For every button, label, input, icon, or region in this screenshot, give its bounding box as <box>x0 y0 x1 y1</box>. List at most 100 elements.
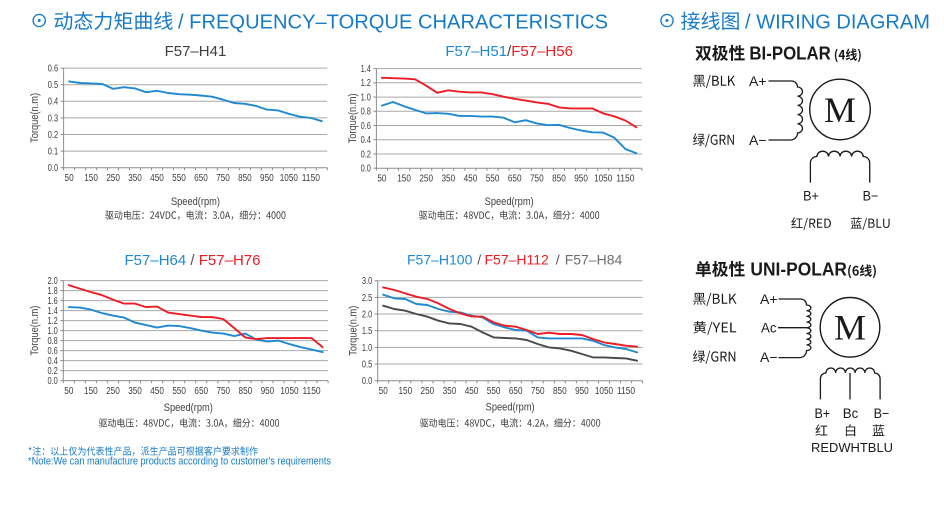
svg-text:850: 850 <box>553 386 567 397</box>
svg-text:450: 450 <box>150 173 164 184</box>
svg-text:650: 650 <box>194 386 208 397</box>
svg-text:M: M <box>824 90 856 130</box>
svg-text:650: 650 <box>509 386 523 397</box>
svg-text:950: 950 <box>261 386 275 397</box>
svg-text:B−: B− <box>863 189 879 204</box>
svg-text:150: 150 <box>397 174 411 185</box>
svg-text:850: 850 <box>239 386 253 397</box>
svg-text:0.3: 0.3 <box>48 113 59 124</box>
svg-text:Speed(rpm): Speed(rpm) <box>485 196 534 208</box>
svg-text:/: / <box>556 252 560 268</box>
svg-text:0.4: 0.4 <box>361 135 372 146</box>
svg-text:F57–H51/F57–H56: F57–H51/F57–H56 <box>445 43 573 60</box>
svg-text:750: 750 <box>216 386 230 397</box>
svg-text:1050: 1050 <box>595 386 614 397</box>
svg-text:650: 650 <box>194 173 208 184</box>
svg-text:1.6: 1.6 <box>48 296 59 307</box>
svg-text:0.1: 0.1 <box>48 147 59 158</box>
svg-text:0.6: 0.6 <box>361 121 372 132</box>
svg-text:50: 50 <box>64 386 73 397</box>
svg-text:1050: 1050 <box>594 174 613 185</box>
svg-text:B+: B+ <box>803 189 819 204</box>
svg-text:1.0: 1.0 <box>361 92 372 103</box>
svg-text:Ac: Ac <box>761 320 777 336</box>
svg-text:1150: 1150 <box>616 174 635 185</box>
svg-text:50: 50 <box>65 173 74 184</box>
svg-text:150: 150 <box>398 386 412 397</box>
svg-text:0.4: 0.4 <box>48 97 59 108</box>
svg-text:0.2: 0.2 <box>48 130 59 141</box>
svg-text:350: 350 <box>441 174 455 185</box>
svg-text:0.0: 0.0 <box>362 376 373 387</box>
svg-text:0.0: 0.0 <box>361 164 372 175</box>
svg-text:A−: A− <box>760 349 778 365</box>
svg-text:1.2: 1.2 <box>48 316 59 327</box>
svg-text:1050: 1050 <box>280 173 299 184</box>
svg-text:750: 750 <box>530 174 544 185</box>
svg-text:F57–H100: F57–H100 <box>407 252 473 268</box>
svg-text:50: 50 <box>377 174 386 185</box>
svg-text:Bc: Bc <box>843 406 859 421</box>
svg-text:B−: B− <box>874 406 890 421</box>
svg-text:1.2: 1.2 <box>361 78 372 89</box>
svg-text:350: 350 <box>443 386 457 397</box>
svg-text:Speed(rpm): Speed(rpm) <box>486 402 535 414</box>
svg-text:Speed(rpm): Speed(rpm) <box>171 196 220 208</box>
svg-text:1.4: 1.4 <box>361 64 372 75</box>
svg-text:0.8: 0.8 <box>48 336 59 347</box>
svg-text:Torque(n.m): Torque(n.m) <box>29 306 41 356</box>
svg-text:950: 950 <box>260 173 274 184</box>
svg-text:2.5: 2.5 <box>362 293 373 304</box>
svg-text:550: 550 <box>172 173 186 184</box>
svg-text:150: 150 <box>84 173 98 184</box>
svg-text:0.4: 0.4 <box>48 356 59 367</box>
svg-text:0.6: 0.6 <box>48 346 59 357</box>
svg-text:1150: 1150 <box>302 386 321 397</box>
svg-text:0.5: 0.5 <box>48 80 59 91</box>
svg-text:F57–H64 / F57–H76: F57–H64 / F57–H76 <box>125 252 261 269</box>
svg-text:250: 250 <box>106 386 120 397</box>
svg-text:F57–H84: F57–H84 <box>565 252 623 268</box>
svg-text:Torque(n.m): Torque(n.m) <box>347 306 359 356</box>
svg-text:0.0: 0.0 <box>48 376 59 387</box>
svg-text:650: 650 <box>508 174 522 185</box>
svg-text:950: 950 <box>575 386 589 397</box>
svg-text:Torque(n.m): Torque(n.m) <box>29 93 41 143</box>
svg-text:B+: B+ <box>814 406 830 421</box>
svg-text:3.0: 3.0 <box>362 276 373 287</box>
svg-text:1050: 1050 <box>280 386 299 397</box>
svg-text:1.0: 1.0 <box>362 343 373 354</box>
svg-text:1.5: 1.5 <box>362 326 373 337</box>
svg-text:450: 450 <box>464 174 478 185</box>
svg-text:850: 850 <box>238 173 252 184</box>
svg-text:2.0: 2.0 <box>48 276 59 287</box>
svg-text:150: 150 <box>84 386 98 397</box>
svg-text:50: 50 <box>379 386 388 397</box>
svg-text:2.0: 2.0 <box>362 309 373 320</box>
svg-text:0.2: 0.2 <box>48 366 59 377</box>
svg-text:Torque(n.m): Torque(n.m) <box>347 93 359 143</box>
svg-text:450: 450 <box>150 386 164 397</box>
svg-text:F57–H112: F57–H112 <box>485 252 550 268</box>
svg-text:1150: 1150 <box>617 386 636 397</box>
svg-text:/ FREQUENCY–TORQUE CHARACTERIS: / FREQUENCY–TORQUE CHARACTERISTICS <box>178 11 608 33</box>
svg-text:250: 250 <box>106 173 120 184</box>
svg-text:750: 750 <box>531 386 545 397</box>
svg-text:A−: A− <box>749 132 767 148</box>
svg-text:M: M <box>834 308 866 348</box>
svg-text:A+: A+ <box>749 73 767 89</box>
svg-text:0.8: 0.8 <box>361 107 372 118</box>
svg-text:450: 450 <box>465 386 479 397</box>
svg-text:BI-POLAR: BI-POLAR <box>749 44 830 64</box>
svg-text:UNI-POLAR: UNI-POLAR <box>750 260 847 280</box>
svg-text:850: 850 <box>552 174 566 185</box>
svg-text:1.0: 1.0 <box>48 326 59 337</box>
svg-text:550: 550 <box>486 174 500 185</box>
svg-text:350: 350 <box>128 173 142 184</box>
svg-text:0.6: 0.6 <box>48 64 59 75</box>
svg-text:REDWHTBLU: REDWHTBLU <box>811 440 893 455</box>
svg-text:A+: A+ <box>760 291 778 307</box>
svg-text:250: 250 <box>421 386 435 397</box>
svg-text:0.2: 0.2 <box>361 149 372 160</box>
svg-text:1.4: 1.4 <box>48 306 59 317</box>
